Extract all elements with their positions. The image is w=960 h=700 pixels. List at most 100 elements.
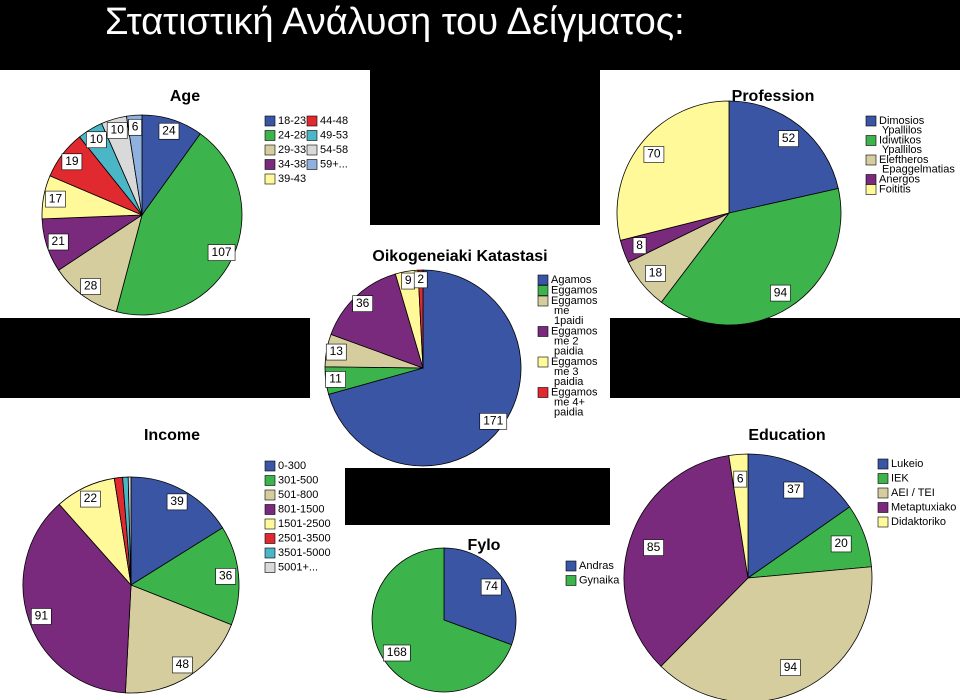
data-label: 24 bbox=[162, 123, 176, 137]
data-label-box bbox=[382, 644, 411, 662]
chart-title: Fylo bbox=[468, 537, 501, 554]
data-label: 9 bbox=[405, 273, 412, 287]
data-label: 171 bbox=[483, 413, 503, 427]
legend-swatch bbox=[865, 184, 877, 195]
legend-swatch bbox=[306, 159, 318, 170]
legend-label: Andras bbox=[579, 560, 614, 572]
legend-label: Dimosios Ypallilos bbox=[879, 115, 925, 137]
legend-swatch bbox=[306, 144, 318, 156]
data-label: 21 bbox=[52, 234, 66, 248]
legend-swatch bbox=[264, 159, 276, 170]
legend-label: Lukeio bbox=[891, 458, 923, 470]
legend-label: Foititis bbox=[879, 183, 911, 195]
legend-swatch bbox=[537, 326, 549, 337]
legend-swatch bbox=[565, 575, 577, 586]
data-label: 94 bbox=[774, 285, 788, 299]
legend-swatch bbox=[537, 356, 549, 368]
pie-slice bbox=[747, 453, 851, 579]
black-block bbox=[345, 468, 610, 525]
data-label: 6 bbox=[132, 119, 139, 133]
legend-label: Eggamos me 1paidi bbox=[551, 295, 598, 327]
legend-label: Idiwtikos Ypallilos bbox=[879, 134, 923, 156]
data-label: 8 bbox=[636, 238, 643, 252]
legend-swatch bbox=[264, 173, 276, 185]
data-label: 74 bbox=[485, 579, 499, 593]
legend-swatch bbox=[306, 130, 318, 141]
data-label: 17 bbox=[49, 191, 63, 205]
legend-swatch bbox=[264, 562, 276, 573]
legend-swatch bbox=[264, 547, 276, 559]
legend-label: 44-48 bbox=[320, 115, 348, 127]
legend-swatch bbox=[264, 533, 276, 544]
data-label-box bbox=[80, 278, 101, 295]
data-label: 28 bbox=[84, 279, 98, 293]
pie-slice bbox=[130, 476, 224, 586]
legend-label: 39-43 bbox=[278, 173, 306, 185]
legend-swatch bbox=[537, 387, 549, 398]
legend-label: 54-58 bbox=[320, 144, 348, 156]
data-label-box bbox=[325, 371, 346, 388]
data-label-box bbox=[166, 493, 188, 511]
data-label: 94 bbox=[784, 660, 798, 674]
legend-label: 301-500 bbox=[278, 474, 318, 486]
legend-swatch bbox=[264, 115, 276, 127]
legend-label: Eleftheros Epaggelmatias bbox=[879, 154, 955, 176]
data-label: 107 bbox=[212, 245, 232, 259]
data-label-box bbox=[770, 284, 791, 302]
pie-slice bbox=[660, 188, 842, 326]
legend-swatch bbox=[537, 295, 549, 307]
pie-slice bbox=[443, 547, 517, 646]
data-label: 13 bbox=[330, 344, 344, 358]
data-label-box bbox=[352, 295, 373, 312]
pie-slice bbox=[616, 100, 730, 241]
legend-swatch bbox=[877, 473, 889, 484]
legend-label: Anergos bbox=[879, 173, 920, 185]
legend-label: Eggamos me 2 paidia bbox=[551, 325, 598, 357]
data-label-box bbox=[778, 130, 799, 147]
pie-slice bbox=[124, 584, 232, 694]
legend-swatch bbox=[264, 518, 276, 530]
data-label: 37 bbox=[787, 482, 801, 496]
pie-slice bbox=[417, 269, 424, 369]
data-label: 10 bbox=[90, 132, 104, 146]
data-label-box bbox=[780, 659, 801, 676]
data-label: 36 bbox=[356, 296, 370, 310]
legend-label: 1501-2500 bbox=[278, 518, 331, 530]
legend-swatch bbox=[865, 154, 877, 166]
legend-label: Agamos bbox=[551, 274, 592, 286]
black-block bbox=[610, 318, 960, 398]
legend-label: 501-800 bbox=[278, 489, 318, 501]
data-label: 52 bbox=[782, 131, 796, 145]
data-label-box bbox=[480, 578, 502, 596]
data-label: 91 bbox=[35, 609, 49, 623]
legend-label: 801-1500 bbox=[278, 503, 325, 515]
legend-label: Didaktoriko bbox=[891, 516, 946, 528]
legend-label: 29-33 bbox=[278, 144, 306, 156]
data-label: 48 bbox=[176, 657, 190, 671]
legend-swatch bbox=[537, 285, 549, 296]
data-label-box bbox=[645, 265, 666, 282]
legend-swatch bbox=[565, 560, 577, 572]
pie-slice bbox=[127, 476, 132, 586]
legend-swatch bbox=[877, 487, 889, 499]
data-label-box bbox=[61, 153, 83, 171]
legend-swatch bbox=[877, 458, 889, 470]
pie-slice bbox=[728, 100, 839, 214]
legend-label: 5001+... bbox=[278, 561, 318, 573]
legend-swatch bbox=[264, 144, 276, 156]
data-label-box bbox=[413, 271, 428, 289]
data-label-box bbox=[830, 535, 852, 553]
legend-label: 49-53 bbox=[320, 129, 348, 141]
data-label: 20 bbox=[834, 536, 848, 550]
data-label-box bbox=[172, 656, 193, 674]
legend-label: Eggamos bbox=[551, 284, 598, 296]
data-label: 19 bbox=[65, 154, 79, 168]
pie-slice bbox=[623, 455, 749, 667]
data-label: 10 bbox=[111, 123, 125, 137]
pie-slice bbox=[130, 527, 240, 626]
legend-label: 3501-5000 bbox=[278, 547, 331, 559]
legend-swatch bbox=[264, 475, 276, 486]
chart-title: Education bbox=[748, 427, 825, 444]
pie-slice bbox=[660, 566, 873, 700]
pie-slice bbox=[126, 114, 143, 216]
